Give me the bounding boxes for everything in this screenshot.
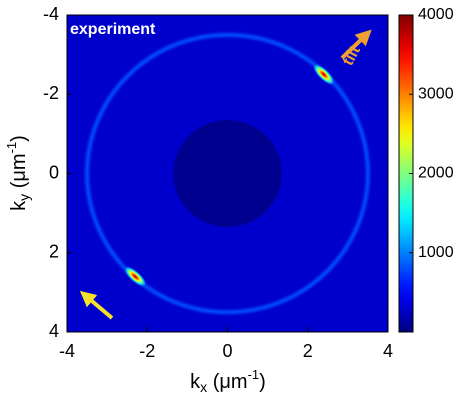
label-part: ) (8, 135, 30, 142)
x-tick-label: 2 (303, 341, 313, 361)
label-part: y (16, 194, 32, 201)
tilt-arrow (340, 29, 372, 60)
label-part: (μm (8, 153, 30, 193)
annotation: experiment (70, 21, 156, 38)
label-part: -1 (4, 142, 19, 154)
heatmap (67, 15, 388, 332)
y-tick-label: 2 (49, 242, 59, 262)
label-part: k (190, 371, 201, 393)
y-tick-label: -4 (43, 4, 59, 24)
label-part: -1 (248, 367, 260, 382)
x-tick-label: -2 (139, 341, 155, 361)
y-tick-label: 0 (49, 162, 59, 182)
x-tick-label: 0 (222, 341, 232, 361)
label-part: ) (259, 371, 266, 393)
x-tick-label: 4 (383, 341, 393, 361)
label-part: (μm (207, 371, 247, 393)
colorbar: 1000 2000 3000 4000 (398, 6, 454, 333)
disc (173, 120, 282, 227)
x-tick-label: -4 (59, 341, 75, 361)
pointer-arrow (79, 290, 114, 320)
colorbar-tick-label: 2000 (418, 165, 454, 182)
colorbar-tick-label: 3000 (418, 85, 454, 102)
colorbar-tick-label: 4000 (418, 6, 454, 23)
hot-spot (123, 265, 147, 288)
colorbar-tick-label: 1000 (418, 244, 454, 261)
hot-spot (312, 63, 336, 86)
ring (85, 32, 370, 315)
label-part: k (8, 200, 30, 211)
label-part: x (200, 379, 207, 395)
y-tick-label: 4 (49, 321, 59, 341)
x-axis-label: kx (μm-1) (190, 367, 266, 394)
y-axis-label: ky (μm-1) (4, 135, 31, 211)
y-tick-label: -2 (43, 83, 59, 103)
